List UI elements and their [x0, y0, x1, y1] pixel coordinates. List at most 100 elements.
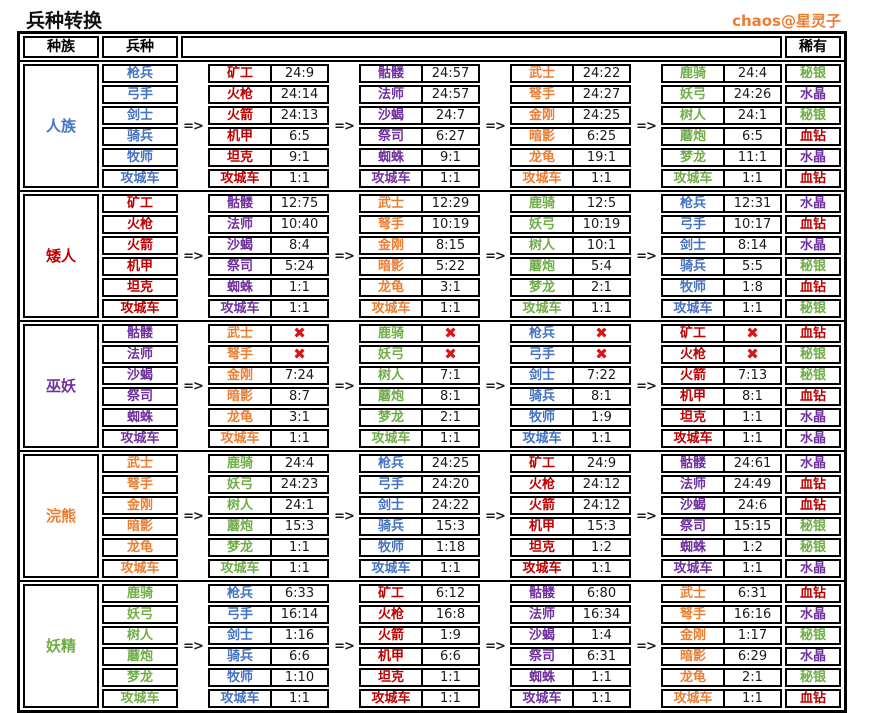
- conversion-cell: 鹿骑 24:4: [661, 64, 782, 83]
- rare-resource-cell: 水晶: [785, 85, 841, 104]
- source-unit-cell: 蜘蛛: [102, 408, 178, 427]
- conversion-cell: 弓手 16:14: [208, 605, 329, 624]
- conversion-ratio: 2:1: [440, 410, 461, 425]
- conversion-cell: 龙龟 2:1: [661, 668, 782, 687]
- conversion-ratio: 1:1: [742, 561, 763, 576]
- conversion-ratio: 24:12: [582, 477, 621, 492]
- conversion-ratio: 1:1: [742, 691, 763, 706]
- source-unit-cell: 金刚: [102, 496, 178, 515]
- conversion-ratio: 24:22: [431, 498, 470, 513]
- target-unit-name: 攻城车: [663, 431, 725, 446]
- conversion-cell: 武士 24:22: [510, 64, 631, 83]
- target-unit-name: 攻城车: [663, 301, 725, 316]
- conversion-ratio: 24:26: [733, 87, 772, 102]
- conversion-cell: 攻城车 1:1: [208, 169, 329, 188]
- conversion-ratio: 16:14: [280, 607, 319, 622]
- rare-resource-cell: 水晶: [785, 605, 841, 624]
- target-unit-name: 枪兵: [512, 326, 574, 341]
- cross-icon: ✖: [293, 324, 306, 342]
- conversion-ratio: 1:1: [591, 561, 612, 576]
- target-unit-name: 弩手: [210, 347, 272, 362]
- target-unit-name: 妖弓: [512, 217, 574, 232]
- source-unit-cell: 枪兵: [102, 64, 178, 83]
- conversion-cell: 剑士 24:22: [359, 496, 480, 515]
- conversion-cell: 祭司 5:24: [208, 257, 329, 276]
- conversion-cell: 武士 12:29: [359, 194, 480, 213]
- target-unit-name: 攻城车: [361, 171, 423, 186]
- conversion-ratio: 3:1: [289, 410, 310, 425]
- conversion-cell: 沙蝎 24:7: [359, 106, 480, 125]
- target-unit-name: 攻城车: [512, 431, 574, 446]
- target-unit-name: 法师: [210, 217, 272, 232]
- conversion-cell: 弓手 ✖: [510, 345, 631, 364]
- conversion-ratio: 6:31: [737, 586, 768, 601]
- conversion-arrow: =>: [183, 378, 204, 394]
- conversion-cell: 弩手 16:16: [661, 605, 782, 624]
- conversion-ratio: 1:1: [440, 431, 461, 446]
- header-rare: 稀有: [785, 36, 841, 58]
- target-unit-name: 剑士: [361, 498, 423, 513]
- conversion-cell: 攻城车 1:1: [661, 689, 782, 708]
- conversion-cell: 攻城车 1:1: [661, 429, 782, 448]
- conversion-ratio: 5:5: [742, 259, 763, 274]
- conversion-cell: 枪兵 6:33: [208, 584, 329, 603]
- conversion-cell: 树人 7:1: [359, 366, 480, 385]
- target-unit-name: 沙蝎: [663, 498, 725, 513]
- source-unit-cell: 龙龟: [102, 538, 178, 557]
- conversion-cell: 弩手 24:27: [510, 85, 631, 104]
- conversion-ratio: 1:1: [742, 410, 763, 425]
- source-unit-cell: 鹿骑: [102, 584, 178, 603]
- target-unit-name: 攻城车: [663, 691, 725, 706]
- target-unit-name: 龙龟: [663, 670, 725, 685]
- conversion-ratio: 16:34: [582, 607, 621, 622]
- conversion-ratio: 24:12: [582, 498, 621, 513]
- conversion-ratio: 6:25: [586, 129, 617, 144]
- conversion-ratio: 8:14: [737, 238, 768, 253]
- target-unit-name: 法师: [361, 87, 423, 102]
- conversion-cell: 弩手 ✖: [208, 345, 329, 364]
- target-unit-name: 武士: [210, 326, 272, 341]
- conversion-ratio: 24:13: [280, 108, 319, 123]
- conversion-cell: 火箭 24:12: [510, 496, 631, 515]
- conversion-cell: 攻城车 1:1: [359, 559, 480, 578]
- target-unit-name: 龙龟: [361, 280, 423, 295]
- race-name: 巫妖: [23, 324, 99, 448]
- rare-resource-cell: 水晶: [785, 454, 841, 473]
- conversion-ratio: 24:20: [431, 477, 470, 492]
- conversion-ratio: 12:5: [586, 196, 617, 211]
- conversion-ratio: 6:5: [289, 129, 310, 144]
- conversion-ratio: 24:27: [582, 87, 621, 102]
- conversion-cell: 矿工 ✖: [661, 324, 782, 343]
- rare-resource-cell: 血钻: [785, 278, 841, 297]
- target-unit-name: 坦克: [512, 540, 574, 555]
- conversion-ratio: 24:25: [431, 456, 470, 471]
- source-unit-cell: 火枪: [102, 215, 178, 234]
- conversion-ratio: 9:1: [440, 150, 461, 165]
- conversion-ratio: 1:1: [289, 561, 310, 576]
- target-unit-name: 攻城车: [210, 171, 272, 186]
- target-unit-name: 骑兵: [512, 389, 574, 404]
- conversion-cell: 骑兵 8:1: [510, 387, 631, 406]
- title-bar: 兵种转换 chaos@星灵子: [0, 0, 871, 31]
- conversion-ratio: 5:24: [284, 259, 315, 274]
- cross-icon: ✖: [595, 324, 608, 342]
- conversion-cell: 暗影 5:22: [359, 257, 480, 276]
- target-unit-name: 剑士: [663, 238, 725, 253]
- conversion-cell: 攻城车 1:1: [208, 689, 329, 708]
- target-unit-name: 鹿骑: [210, 456, 272, 471]
- conversion-cell: 剑士 1:16: [208, 626, 329, 645]
- source-unit-cell: 祭司: [102, 387, 178, 406]
- rare-resource-cell: 秘银: [785, 366, 841, 385]
- conversion-cell: 蜘蛛 1:1: [510, 668, 631, 687]
- conversion-ratio: 1:2: [591, 540, 612, 555]
- target-unit-name: 骷髅: [663, 456, 725, 471]
- target-unit-name: 牧师: [512, 410, 574, 425]
- conversion-cell: 法师 24:49: [661, 475, 782, 494]
- conversion-arrow: =>: [636, 638, 657, 654]
- conversion-cell: 梦龙 2:1: [359, 408, 480, 427]
- target-unit-name: 弓手: [210, 607, 272, 622]
- target-unit-name: 矿工: [663, 326, 725, 341]
- conversion-ratio: 1:8: [742, 280, 763, 295]
- conversion-table: 种族 兵种 稀有 人族 枪兵 弓手 剑士 骑兵 牧师 攻城车 => 矿工 24:9 火枪 24:14 火…: [17, 31, 847, 713]
- conversion-ratio: 8:15: [435, 238, 466, 253]
